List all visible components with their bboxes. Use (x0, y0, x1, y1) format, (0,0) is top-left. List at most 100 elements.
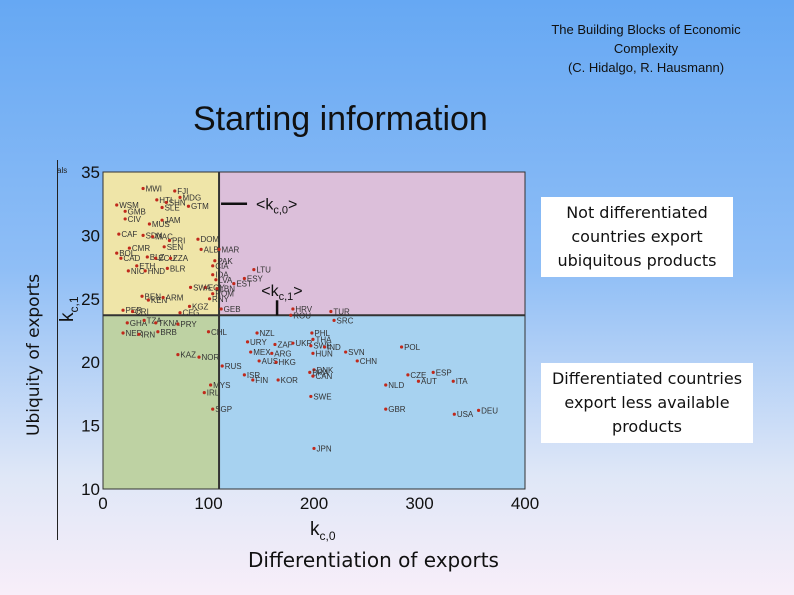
point-label: PRI (172, 236, 185, 245)
data-point (154, 256, 158, 260)
point-label: ESY (247, 275, 264, 284)
data-point (187, 304, 192, 309)
point-label: CHN (360, 357, 378, 366)
data-point (211, 407, 215, 411)
data-point (143, 269, 147, 273)
data-point (154, 321, 158, 325)
callout-bottom-line-2: export less available (564, 393, 730, 412)
point-label: MWI (146, 184, 162, 193)
point-label: IDA (215, 271, 229, 280)
data-point (311, 351, 315, 355)
point-label: NIC (131, 267, 145, 276)
point-label: DEU (481, 406, 498, 415)
data-point (188, 285, 193, 289)
data-point (121, 308, 125, 312)
data-point (217, 247, 221, 251)
callout-bottom-line-3: products (612, 417, 682, 436)
data-point (119, 256, 123, 260)
point-label: MUS (152, 220, 170, 229)
point-label: GHA (130, 319, 148, 328)
data-point (311, 337, 315, 341)
data-point (168, 256, 173, 260)
data-point (162, 245, 166, 249)
data-point (311, 374, 315, 378)
point-label: FJI (177, 187, 188, 196)
point-label: LVA (218, 276, 233, 285)
data-point (329, 309, 333, 314)
data-point (242, 373, 246, 377)
data-point (431, 370, 435, 374)
point-label: GBR (388, 405, 406, 414)
data-point (202, 391, 206, 395)
data-point (416, 379, 421, 383)
data-point (126, 269, 130, 273)
data-point (186, 204, 191, 208)
point-label: GMB (128, 207, 146, 216)
quadrant-top-left (103, 172, 220, 316)
data-point (214, 278, 218, 282)
point-label: ITA (456, 377, 469, 386)
y-tick-label: 25 (81, 290, 100, 309)
point-label: LBN (219, 285, 235, 294)
data-point (164, 200, 168, 205)
point-label: TZA (147, 316, 163, 325)
x-tick-label: 300 (405, 494, 433, 513)
data-point (251, 378, 255, 382)
axis-ticks: 0 100 200 300 400 10 15 20 25 30 35 (81, 163, 539, 513)
point-label: WSM (119, 201, 139, 210)
data-point (384, 383, 388, 387)
credit-line-1: The Building Blocks of Economic (551, 22, 741, 37)
data-point (150, 235, 155, 239)
point-label: JAM (165, 216, 181, 225)
point-label: SRC (337, 316, 354, 325)
data-point (123, 217, 127, 221)
data-point (344, 350, 348, 354)
point-label: ROU (293, 311, 311, 320)
point-label: ISR (247, 371, 261, 380)
point-label: HKG (279, 358, 296, 367)
point-label: KAZ (180, 351, 196, 360)
point-label: CAF (121, 230, 137, 239)
point-label: PAK (217, 257, 233, 266)
point-label: MYS (213, 381, 230, 390)
point-label: JPN (317, 444, 332, 453)
data-point (257, 359, 261, 363)
point-label: BRA (312, 368, 329, 377)
data-point (173, 189, 177, 193)
data-point (178, 195, 182, 199)
data-point (197, 355, 201, 359)
point-label: SGP (215, 405, 232, 414)
x-tick-label: 0 (98, 494, 107, 513)
point-label: NLD (388, 381, 404, 390)
data-point (161, 295, 165, 300)
point-label: HUN (315, 349, 333, 358)
callout-not-differentiated: Not differentiated countries export ubiq… (541, 197, 733, 277)
point-label: MEX (253, 348, 271, 357)
data-point (146, 298, 150, 302)
quadrant-bottom-right (219, 315, 526, 489)
data-point (406, 373, 410, 377)
point-label: TUR (333, 307, 350, 316)
point-label: DOM (200, 235, 219, 244)
data-point (355, 359, 359, 363)
data-point (291, 307, 295, 311)
callout-differentiated: Differentiated countries export less ava… (541, 363, 753, 443)
data-point (309, 344, 313, 348)
data-point (270, 351, 274, 355)
point-label: CMR (132, 244, 150, 253)
point-label: THA (315, 335, 332, 344)
point-label: TKNA (158, 319, 180, 328)
point-label: SEN (167, 243, 184, 252)
point-label: AUS (262, 357, 278, 366)
axis-labels: kc,0 kc,1 (57, 296, 336, 543)
annotation-kc1: <kc,1> (261, 283, 302, 303)
data-point (452, 412, 456, 416)
point-label: SDN (146, 231, 163, 240)
plot-border (102, 171, 526, 490)
data-point (211, 273, 215, 277)
plot-frame (102, 171, 526, 490)
data-point (476, 408, 481, 412)
point-label: UKR (295, 339, 312, 348)
x-tick-label: 200 (300, 494, 328, 513)
